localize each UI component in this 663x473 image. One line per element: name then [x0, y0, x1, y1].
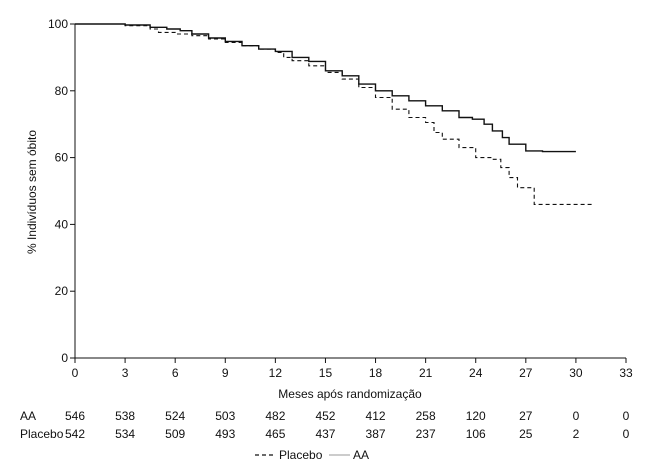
legend-label-aa: AA	[353, 448, 369, 462]
risk-cell: 258	[416, 409, 436, 423]
risk-cell: 538	[115, 409, 135, 423]
axes: 0 20 40 60 80 100 0 3 6 9 12 15 18 21 24 27 30 33	[48, 17, 633, 380]
risk-cell: 546	[65, 409, 85, 423]
risk-cell: 503	[215, 409, 235, 423]
y-tick-label: 20	[55, 284, 69, 298]
risk-cell: 437	[315, 427, 335, 441]
risk-cell: 237	[416, 427, 436, 441]
x-tick-label: 18	[369, 366, 383, 380]
series-lines	[75, 23, 593, 205]
x-tick-label: 30	[569, 366, 583, 380]
legend: Placebo AA	[255, 448, 369, 462]
risk-cell: 493	[215, 427, 235, 441]
x-tick-label: 3	[122, 366, 129, 380]
x-tick-label: 33	[619, 366, 633, 380]
x-tick-label: 27	[519, 366, 533, 380]
risk-cell: 542	[65, 427, 85, 441]
series-line-placebo	[75, 23, 593, 205]
x-tick-label: 0	[72, 366, 79, 380]
risk-cell: 482	[265, 409, 285, 423]
risk-cell: 387	[366, 427, 386, 441]
risk-cell: 524	[165, 409, 185, 423]
y-tick-label: 60	[55, 151, 69, 165]
risk-cell: 452	[315, 409, 335, 423]
y-axis-title: % Indivíduos sem óbito	[25, 130, 39, 254]
risk-row-label: AA	[20, 409, 36, 423]
risk-cell: 412	[366, 409, 386, 423]
x-tick-label: 24	[469, 366, 483, 380]
risk-cell: 0	[573, 409, 580, 423]
y-tick-label: 40	[55, 217, 69, 231]
x-tick-label: 6	[172, 366, 179, 380]
risk-cell: 25	[519, 427, 533, 441]
risk-cell: 2	[573, 427, 580, 441]
risk-cell: 0	[623, 427, 630, 441]
risk-cell: 27	[519, 409, 533, 423]
x-tick-label: 9	[222, 366, 229, 380]
risk-table: AA 546 538 524 503 482 452 412 258 120 27 0 0 Placebo…	[20, 409, 630, 441]
y-tick-label: 0	[61, 351, 68, 365]
risk-cell: 509	[165, 427, 185, 441]
x-tick-label: 21	[419, 366, 433, 380]
series-line-aa	[75, 23, 576, 153]
risk-cell: 120	[466, 409, 486, 423]
y-tick-label: 100	[48, 17, 68, 31]
risk-cell: 106	[466, 427, 486, 441]
y-tick-label: 80	[55, 84, 69, 98]
risk-row-label: Placebo	[20, 427, 64, 441]
risk-cell: 0	[623, 409, 630, 423]
risk-cell: 534	[115, 427, 135, 441]
x-axis-title: Meses após randomização	[278, 387, 422, 401]
x-tick-label: 15	[319, 366, 333, 380]
x-tick-label: 12	[269, 366, 283, 380]
legend-label-placebo: Placebo	[279, 448, 323, 462]
risk-cell: 465	[265, 427, 285, 441]
